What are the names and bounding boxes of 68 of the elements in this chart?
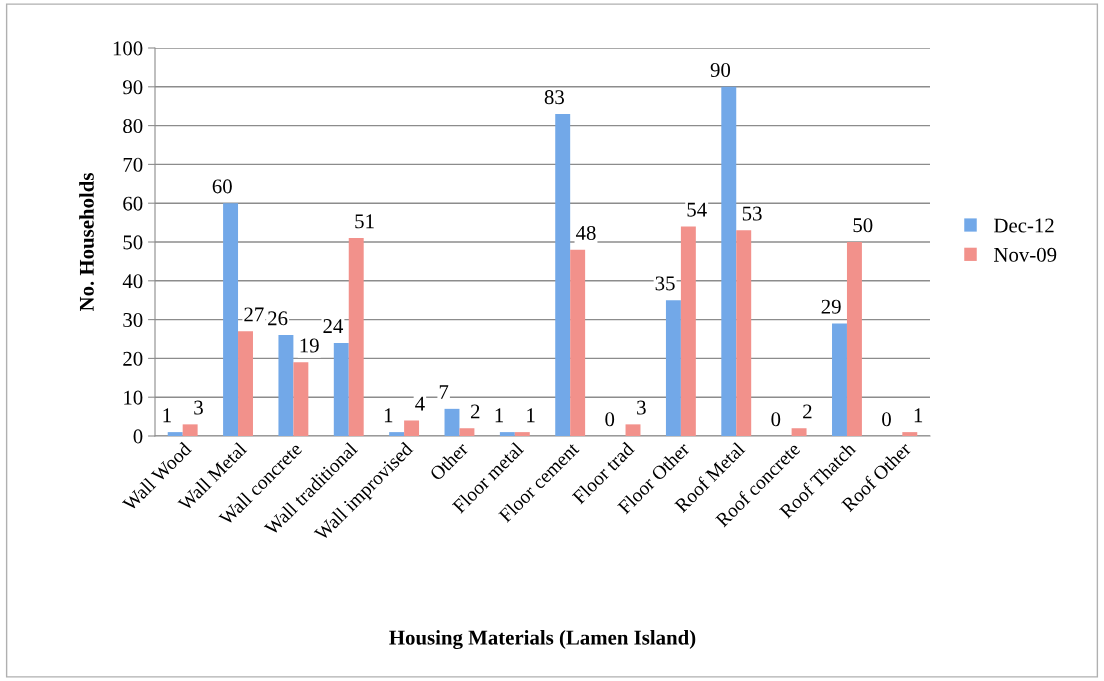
data-label: 7: [439, 385, 449, 399]
bar: [223, 203, 239, 436]
data-label: 0: [771, 412, 781, 427]
data-label: 0: [882, 412, 891, 427]
y-tick-label: 60: [123, 196, 143, 211]
bar: [182, 424, 198, 436]
data-label: 54: [687, 202, 707, 217]
data-label: 3: [194, 400, 203, 415]
bar: [902, 432, 918, 436]
data-label: 50: [853, 218, 873, 233]
y-tick-label: 30: [123, 312, 143, 328]
bar: [444, 408, 460, 436]
data-label: 27: [244, 307, 264, 322]
bar: [832, 323, 847, 436]
bar: [333, 342, 349, 436]
data-label: 3: [637, 400, 646, 415]
data-label: 2: [470, 404, 480, 419]
bar: [791, 428, 807, 436]
y-tick-label: 40: [122, 274, 143, 289]
bar: [736, 230, 752, 436]
bar: [625, 424, 641, 436]
data-label: 26: [268, 311, 288, 326]
bar: [555, 113, 571, 436]
data-label: 19: [300, 338, 319, 353]
y-tick-label: 50: [123, 235, 143, 250]
data-label: 1: [384, 408, 393, 423]
data-label: 2: [803, 404, 812, 419]
bar: [348, 238, 364, 436]
legend-label: Nov-09: [994, 247, 1057, 262]
data-label: 0: [605, 412, 615, 427]
y-tick-label: 20: [123, 351, 143, 366]
bar: [293, 362, 309, 436]
bar: [665, 300, 681, 436]
data-label: 4: [415, 396, 425, 411]
data-label: 60: [212, 179, 232, 194]
bar: [167, 432, 183, 436]
x-axis-title: Housing Materials (Lamen Island): [389, 630, 696, 650]
data-label: 48: [575, 225, 596, 240]
data-label: 83: [544, 90, 564, 105]
y-tick-label: 10: [124, 390, 143, 405]
y-tick-label: 0: [133, 429, 143, 444]
bar: [680, 226, 696, 436]
data-label: 1: [163, 408, 171, 423]
y-tick-label: 70: [123, 157, 143, 172]
y-tick-label: 80: [123, 118, 143, 134]
bar: [570, 249, 586, 436]
bar: [846, 242, 862, 436]
data-label: 90: [710, 62, 731, 78]
bar: [278, 335, 294, 436]
y-tick-label: 90: [123, 80, 143, 95]
bar: [389, 432, 405, 436]
data-label: 35: [655, 276, 675, 291]
bar: [499, 432, 515, 436]
bar: [459, 428, 475, 436]
y-tick-label: 100: [113, 41, 143, 56]
bar: [238, 331, 253, 436]
y-axis-title: No. Households: [79, 173, 94, 312]
data-label: 1: [527, 408, 535, 423]
data-label: 1: [495, 408, 503, 423]
data-label: 51: [355, 214, 374, 229]
bar: [721, 86, 737, 436]
data-label: 53: [742, 206, 762, 221]
data-label: 1: [914, 408, 923, 423]
data-label: 24: [323, 319, 344, 333]
legend-label: Dec-12: [994, 218, 1054, 233]
bar: [404, 420, 420, 436]
data-label: 29: [821, 299, 841, 314]
bar: [514, 432, 530, 436]
